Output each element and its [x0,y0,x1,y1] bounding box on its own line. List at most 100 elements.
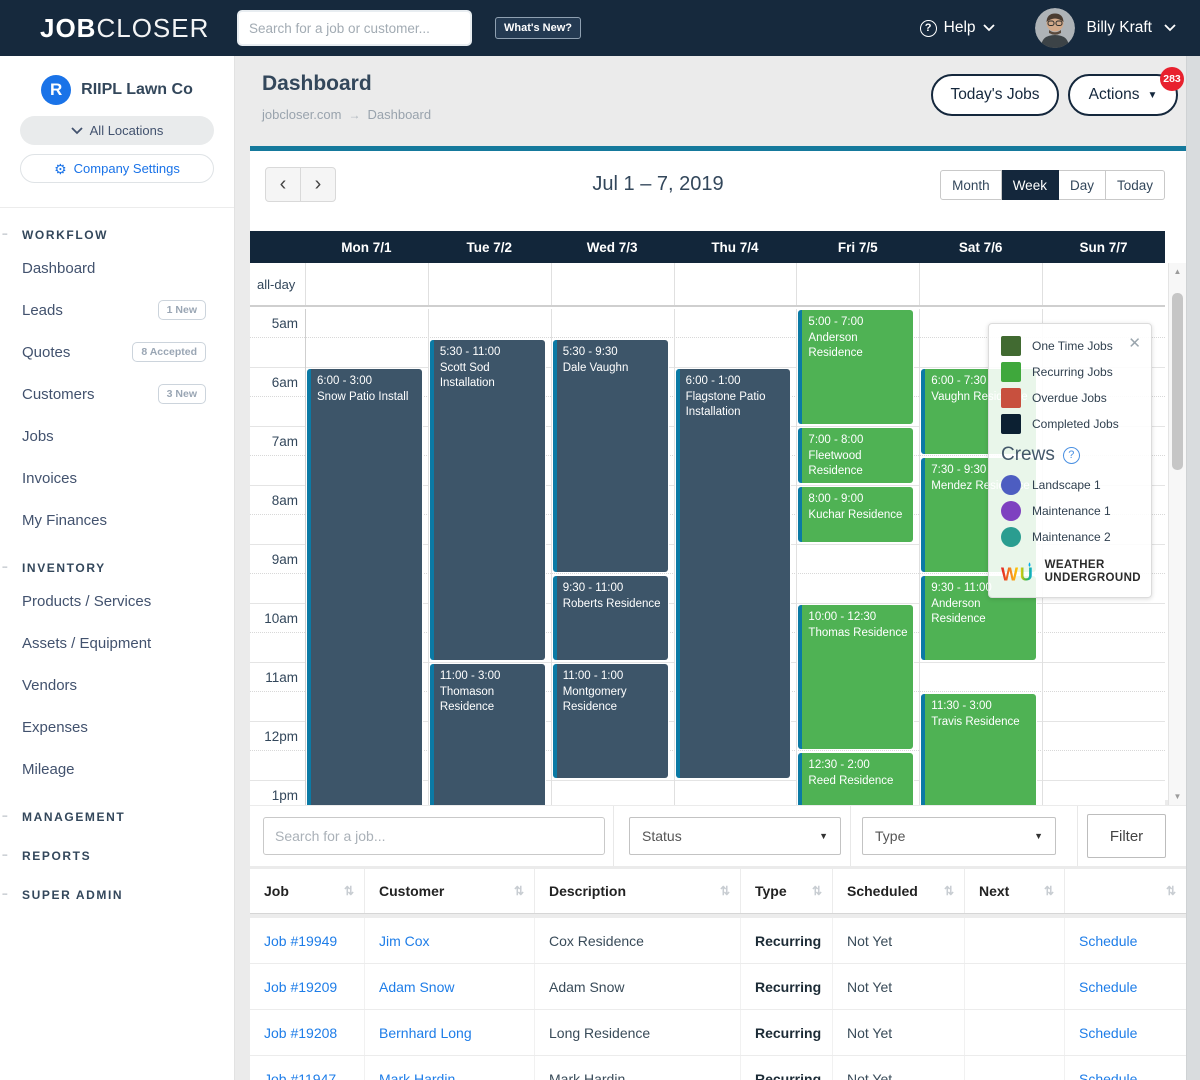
event-fleetwood-residence[interactable]: 7:00 - 8:00 Fleetwood Residence [798,428,914,483]
grid-column-line [427,309,429,805]
sidebar-item-jobs[interactable]: Jobs [0,415,234,457]
view-button-week[interactable]: Week [1001,170,1059,200]
schedule-link[interactable]: Schedule [1079,978,1138,995]
sidebar-item-quotes[interactable]: Quotes 8 Accepted [0,331,234,373]
nav-section-super-admin[interactable]: -- SUPER ADMIN [0,882,234,907]
sort-icon[interactable]: ⇅ [343,884,354,898]
column-header-scheduled[interactable]: Scheduled ⇅ [833,869,965,913]
event-kuchar-residence[interactable]: 8:00 - 9:00 Kuchar Residence [798,487,914,542]
scroll-down-icon[interactable]: ▼ [1173,792,1182,801]
sort-icon[interactable]: ⇅ [513,884,524,898]
event-flagstone-patio-installation[interactable]: 6:00 - 1:00 Flagstone Patio Installation [675,369,791,778]
whats-new-button[interactable]: What's New? [495,17,582,39]
customer-link[interactable]: Adam Snow [379,978,455,995]
job-link[interactable]: Job #19209 [264,978,338,995]
scrollbar-thumb[interactable] [1172,293,1183,470]
sort-icon[interactable]: ⇅ [1165,884,1176,898]
all-day-cell-3[interactable] [673,263,797,305]
cell-job: Job #19949 [250,918,365,963]
column-header-job[interactable]: Job ⇅ [250,869,365,913]
main-content: Dashboard jobcloser.com → Dashboard Toda… [235,56,1186,1080]
event-dale-vaughn[interactable]: 5:30 - 9:30 Dale Vaughn [552,339,668,572]
event-thomason-residence[interactable]: 11:00 - 3:00 Thomason Residence [429,664,545,805]
actions-button[interactable]: Actions ▼ 283 [1068,67,1184,116]
job-search-input[interactable] [263,817,605,855]
event-thomas-residence[interactable]: 10:00 - 12:30 Thomas Residence [798,605,914,749]
schedule-link[interactable]: Schedule [1079,1070,1138,1080]
column-header-description[interactable]: Description ⇅ [535,869,741,913]
event-time: 5:30 - 11:00 [439,345,501,358]
page-scrollbar[interactable] [1186,56,1200,1080]
company-row[interactable]: R RIIPL Lawn Co [0,75,234,105]
view-button-today[interactable]: Today [1105,170,1165,200]
nav-section-workflow[interactable]: -- WORKFLOW [0,222,234,247]
sidebar-item-mileage[interactable]: Mileage [0,748,234,790]
breadcrumb-site[interactable]: jobcloser.com [262,107,342,122]
job-link[interactable]: Job #19949 [264,932,338,949]
cell-type: Recurring [741,918,833,963]
nav-section-reports[interactable]: -- REPORTS [0,843,234,868]
type-select[interactable]: Type ▼ [862,817,1056,855]
view-button-month[interactable]: Month [940,170,1002,200]
sidebar-item-assets-equipment[interactable]: Assets / Equipment [0,622,234,664]
all-locations-dropdown[interactable]: All Locations [20,116,214,145]
nav-section-management[interactable]: -- MANAGEMENT [0,804,234,829]
global-search-input[interactable] [237,10,472,46]
nav-section-inventory[interactable]: -- INVENTORY [0,555,234,580]
column-header-next[interactable]: Next ⇅ [965,869,1065,913]
event-anderson-residence[interactable]: 5:00 - 7:00 Anderson Residence [798,310,914,424]
event-montgomery-residence[interactable]: 11:00 - 1:00 Montgomery Residence [552,664,668,778]
all-day-cell-2[interactable] [550,263,674,305]
customer-link[interactable]: Jim Cox [379,932,430,949]
sidebar-item-customers[interactable]: Customers 3 New [0,373,234,415]
company-settings-button[interactable]: ⚙ Company Settings [20,154,214,183]
sort-icon[interactable]: ⇅ [719,884,730,898]
sidebar-item-invoices[interactable]: Invoices [0,457,234,499]
crews-help-icon[interactable]: ? [1062,446,1080,464]
sidebar-item-vendors[interactable]: Vendors [0,664,234,706]
all-day-cell-0[interactable] [305,263,428,305]
app-logo[interactable]: JOBCLOSER [40,13,209,44]
sidebar-item-leads[interactable]: Leads 1 New [0,289,234,331]
all-day-cell-5[interactable] [919,263,1042,305]
close-icon[interactable]: ✕ [1128,335,1141,352]
calendar-scrollbar[interactable]: ▲ ▼ [1168,263,1186,805]
sidebar-item-products-services[interactable]: Products / Services [0,580,234,622]
all-day-cell-4[interactable] [796,263,919,305]
column-header-label: Job [264,883,289,899]
sidebar-item-my-finances[interactable]: My Finances [0,499,234,541]
view-button-day[interactable]: Day [1058,170,1106,200]
event-reed-residence[interactable]: 12:30 - 2:00 Reed Residence [798,752,914,805]
scroll-up-icon[interactable]: ▲ [1173,267,1182,276]
sort-icon[interactable]: ⇅ [811,884,822,898]
all-day-cell-6[interactable] [1042,263,1165,305]
schedule-link[interactable]: Schedule [1079,932,1138,949]
job-link[interactable]: Job #11947 [264,1070,337,1080]
sort-icon[interactable]: ⇅ [943,884,954,898]
help-menu[interactable]: ? Help [919,19,995,37]
calendar-next-button[interactable]: › [300,167,336,202]
customer-link[interactable]: Mark Hardin [379,1070,456,1080]
event-snow-patio-install[interactable]: 6:00 - 3:00 Snow Patio Install [307,369,422,805]
event-travis-residence[interactable]: 11:30 - 3:00 Travis Residence [921,693,1037,805]
sidebar-item-dashboard[interactable]: Dashboard [0,247,234,289]
filter-button[interactable]: Filter [1087,814,1166,858]
breadcrumb: jobcloser.com → Dashboard [262,107,431,122]
customer-link[interactable]: Bernhard Long [379,1024,472,1041]
sidebar-item-label: Mileage [22,760,75,778]
user-menu[interactable]: Billy Kraft [1034,8,1176,48]
column-header-customer[interactable]: Customer ⇅ [365,869,535,913]
all-day-cell-1[interactable] [427,263,551,305]
event-scott-sod-installation[interactable]: 5:30 - 11:00 Scott Sod Installation [429,339,545,660]
calendar-prev-button[interactable]: ‹ [265,167,301,202]
status-select[interactable]: Status ▼ [629,817,841,855]
job-link[interactable]: Job #19208 [264,1024,338,1041]
sidebar-item-expenses[interactable]: Expenses [0,706,234,748]
schedule-link[interactable]: Schedule [1079,1024,1138,1041]
event-time: 12:30 - 2:00 [808,758,870,771]
sort-icon[interactable]: ⇅ [1043,884,1054,898]
column-header-blank[interactable]: ⇅ [1065,869,1186,913]
column-header-type[interactable]: Type ⇅ [741,869,833,913]
event-roberts-residence[interactable]: 9:30 - 11:00 Roberts Residence [552,575,668,660]
todays-jobs-button[interactable]: Today's Jobs [931,74,1059,116]
